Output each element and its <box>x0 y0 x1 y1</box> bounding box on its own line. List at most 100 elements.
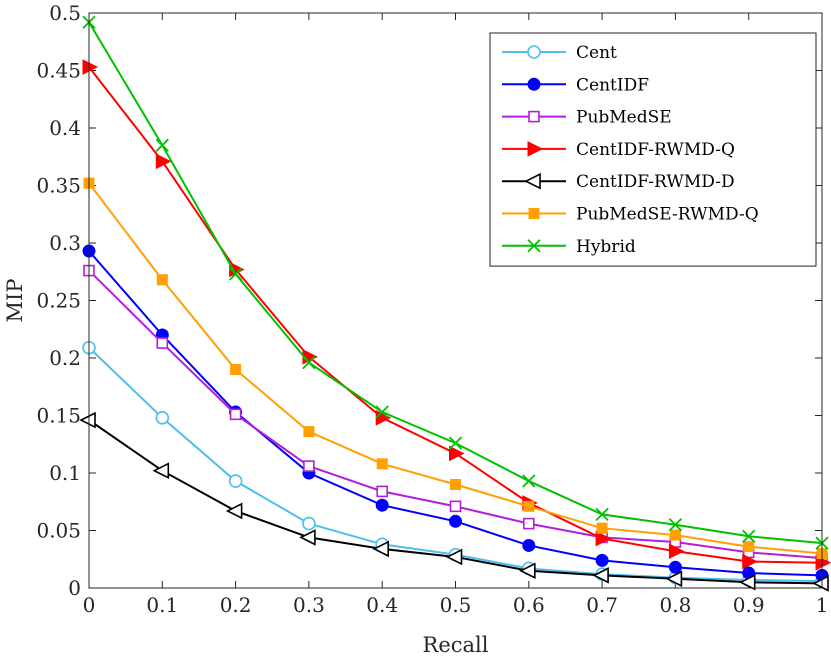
y-tick-label: 0.2 <box>49 346 81 370</box>
x-tick-label: 0.5 <box>440 593 472 617</box>
x-tick-label: 0.6 <box>513 593 545 617</box>
data-point-centidf <box>449 514 462 528</box>
data-point-centidf <box>375 498 389 512</box>
data-point-pubmedse <box>376 485 389 498</box>
x-stroke <box>228 267 243 281</box>
data-point-centidf-rwmd-d <box>299 529 316 546</box>
data-point-pubmedse-rwmd-q <box>376 458 388 470</box>
data-point-centidf <box>595 553 609 567</box>
x-tick-label: 0.4 <box>366 593 398 617</box>
x-tick-label: 0.7 <box>586 593 618 617</box>
legend-label: Cent <box>576 43 617 63</box>
data-point-hybrid <box>522 474 536 488</box>
x-axis-label: Recall <box>423 633 489 656</box>
data-point-centidf-rwmd-d <box>79 411 96 429</box>
legend-marker <box>527 239 541 253</box>
data-point-cent <box>302 516 316 531</box>
legend-marker <box>527 77 541 91</box>
data-point-pubmedse-rwmd-q <box>230 364 242 375</box>
y-tick-label: 0.15 <box>36 404 81 428</box>
x-stroke <box>302 355 316 370</box>
data-point-centidf-rwmd-q <box>155 153 172 170</box>
x-tick-label: 0.2 <box>220 593 252 617</box>
legend-item-centidf-rwmd-q: CentIDF-RWMD-Q <box>502 140 735 160</box>
data-point-centidf-rwmd-q <box>668 543 685 560</box>
data-point-pubmedse <box>522 517 535 530</box>
data-point-pubmedse <box>303 460 315 472</box>
data-point-cent <box>155 410 170 425</box>
y-tick-label: 0.1 <box>49 461 81 485</box>
legend-item-pubmedse-rwmd-q: PubMedSE-RWMD-Q <box>502 205 759 225</box>
legend-item-cent: Cent <box>502 43 617 63</box>
data-point-centidf-rwmd-d <box>152 462 170 479</box>
data-point-pubmedse <box>229 408 242 421</box>
x-stroke <box>668 518 683 532</box>
data-point-pubmedse-rwmd-q <box>450 479 461 490</box>
legend-item-centidf-rwmd-d: CentIDF-RWMD-D <box>502 172 735 192</box>
data-point-pubmedse-rwmd-q <box>669 529 681 541</box>
legend-label: PubMedSE <box>576 108 672 128</box>
data-point-hybrid <box>228 267 243 281</box>
x-tick-label: 0 <box>83 593 96 617</box>
tick-labels: 0 0.1 0.2 0.3 0.4 0.5 0.6 0.7 0.8 0.9 1 0 0.05 0.1 0.1… <box>36 1 828 617</box>
data-point-cent <box>228 474 243 488</box>
legend-marker <box>527 141 544 157</box>
data-point-centidf-rwmd-d <box>592 567 609 584</box>
legend-item-centidf: CentIDF <box>502 75 649 95</box>
data-point-centidf-rwmd-d <box>738 573 756 591</box>
data-point-centidf-rwmd-q <box>82 59 99 75</box>
data-point-centidf-rwmd-d <box>225 502 243 520</box>
x-tick-label: 0.9 <box>733 593 765 617</box>
legend-marker <box>528 110 540 123</box>
data-point-centidf-rwmd-d <box>665 570 683 588</box>
y-tick-label: 0 <box>68 576 81 600</box>
plot-frame <box>88 12 823 589</box>
x-stroke <box>742 529 756 543</box>
legend-item-pubmedse: PubMedSE <box>502 108 672 128</box>
data-point-centidf-rwmd-d <box>445 548 463 566</box>
y-tick-label: 0.05 <box>36 519 81 543</box>
legend-label: Hybrid <box>576 237 636 257</box>
x-tick-label: 0.1 <box>146 593 178 617</box>
x-stroke <box>448 436 463 450</box>
data-point-centidf <box>522 538 536 552</box>
legend-marker <box>524 172 541 190</box>
data-point-pubmedse <box>156 337 169 349</box>
y-axis-label: MIP <box>3 279 27 323</box>
x-stroke <box>522 474 536 488</box>
legend-item-hybrid: Hybrid <box>502 237 636 257</box>
series-cent <box>82 340 829 588</box>
y-tick-label: 0.4 <box>49 116 81 140</box>
data-point-centidf-rwmd-d <box>372 540 390 558</box>
data-point-hybrid <box>155 138 169 152</box>
data-point-centidf <box>668 560 682 574</box>
x-stroke <box>155 138 169 152</box>
x-stroke <box>595 507 609 522</box>
x-tick-label: 0.8 <box>659 593 691 617</box>
y-tick-label: 0.5 <box>49 1 81 25</box>
data-point-centidf-rwmd-q <box>449 445 465 462</box>
x-tick-label: 0.3 <box>293 593 325 617</box>
data-point-centidf-rwmd-q <box>742 553 758 570</box>
x-tick-label: 1 <box>816 593 829 617</box>
data-point-centidf-rwmd-d <box>812 575 829 592</box>
y-tick-label: 0.45 <box>36 59 81 83</box>
y-tick-label: 0.25 <box>36 289 81 313</box>
data-point-pubmedse <box>449 500 462 513</box>
data-point-pubmedse-rwmd-q <box>156 274 168 286</box>
data-point-hybrid <box>668 518 683 532</box>
data-point-pubmedse-rwmd-q <box>523 500 535 512</box>
data-point-pubmedse-rwmd-q <box>743 541 755 553</box>
data-point-centidf-rwmd-d <box>519 562 536 580</box>
legend-label: CentIDF <box>576 75 649 95</box>
x-stroke <box>527 239 541 253</box>
data-point-hybrid <box>742 529 756 543</box>
series-line-cent <box>88 346 823 583</box>
series-layer <box>79 15 831 592</box>
data-point-centidf-rwmd-q <box>595 530 612 547</box>
legend-marker <box>528 208 540 219</box>
data-point-hybrid <box>375 405 389 419</box>
data-point-hybrid <box>448 436 463 450</box>
data-point-hybrid <box>595 507 609 522</box>
legend-label: CentIDF-RWMD-Q <box>576 140 735 160</box>
